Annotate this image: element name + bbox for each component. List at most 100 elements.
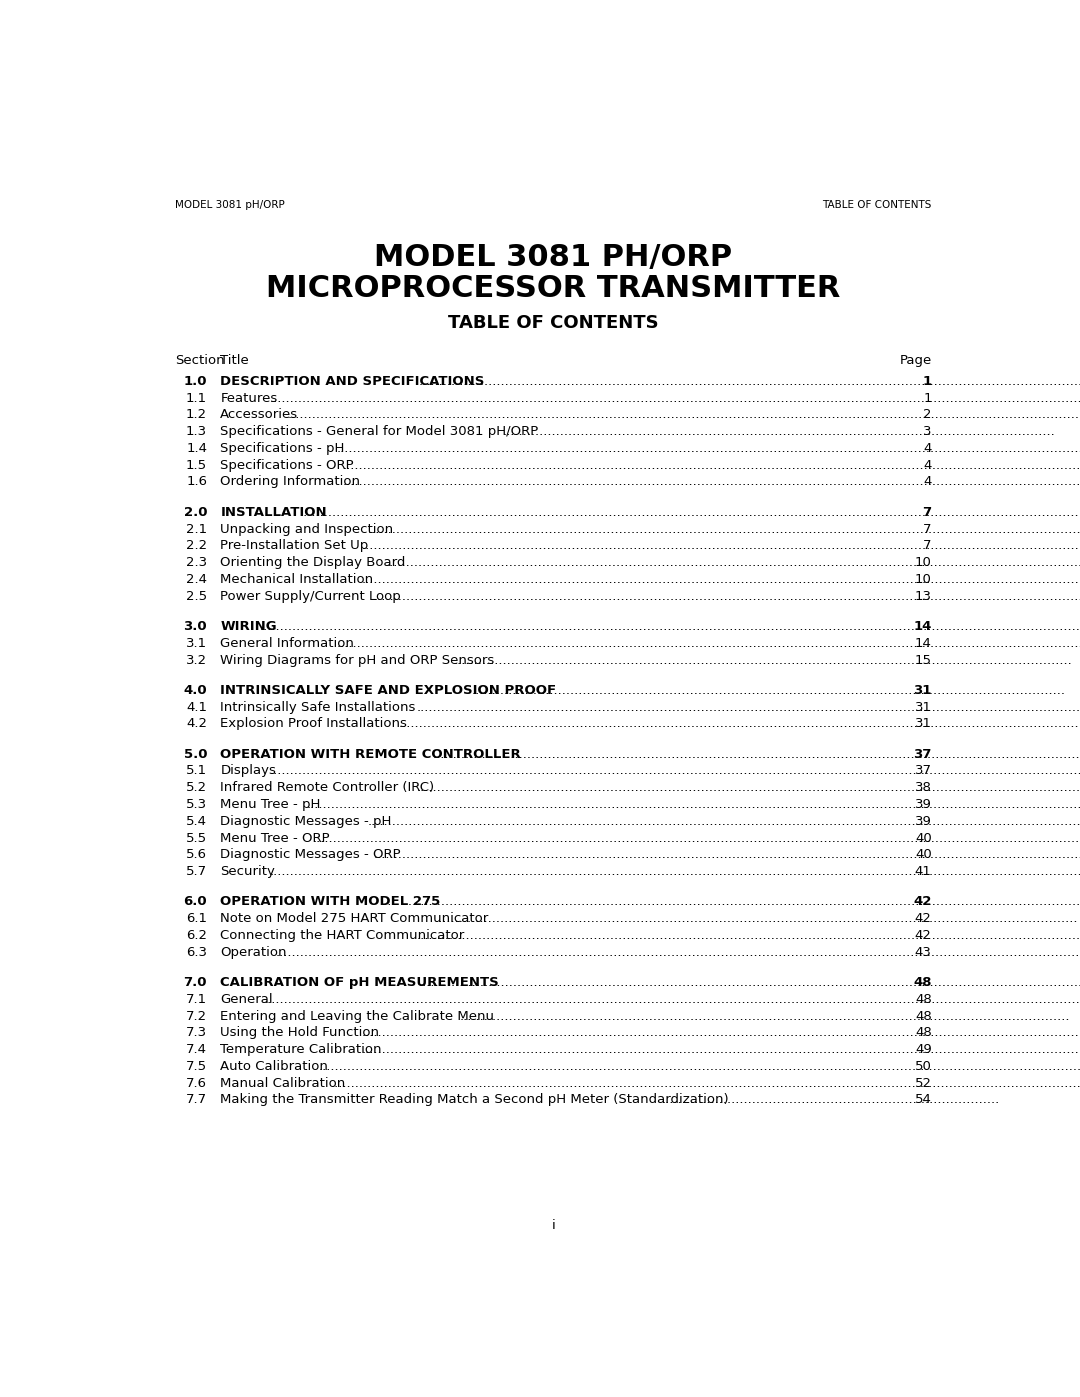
- Text: Accessories: Accessories: [220, 408, 298, 422]
- Text: 41: 41: [915, 865, 932, 879]
- Text: 7.0: 7.0: [184, 977, 207, 989]
- Text: 2.4: 2.4: [186, 573, 207, 585]
- Text: Diagnostic Messages - ORP: Diagnostic Messages - ORP: [220, 848, 401, 862]
- Text: 5.0: 5.0: [184, 747, 207, 760]
- Text: 42: 42: [915, 929, 932, 942]
- Text: 5.3: 5.3: [186, 798, 207, 812]
- Text: CALIBRATION OF pH MEASUREMENTS: CALIBRATION OF pH MEASUREMENTS: [220, 977, 499, 989]
- Text: ................................................................................: ........................................…: [386, 556, 1080, 569]
- Text: 10: 10: [915, 573, 932, 585]
- Text: 50: 50: [915, 1060, 932, 1073]
- Text: ................................................................................: ........................................…: [343, 475, 1080, 489]
- Text: 6.2: 6.2: [186, 929, 207, 942]
- Text: ................................................................................: ........................................…: [362, 539, 1080, 552]
- Text: ................................................................................: ........................................…: [312, 831, 1080, 845]
- Text: ................................................................................: ........................................…: [337, 441, 1080, 455]
- Text: 5.1: 5.1: [186, 764, 207, 777]
- Text: ................................................................................: ........................................…: [264, 993, 1080, 1006]
- Text: INTRINSICALLY SAFE AND EXPLOSION PROOF: INTRINSICALLY SAFE AND EXPLOSION PROOF: [220, 683, 556, 697]
- Text: 3.2: 3.2: [186, 654, 207, 666]
- Text: 7.1: 7.1: [186, 993, 207, 1006]
- Text: 3.1: 3.1: [186, 637, 207, 650]
- Text: 14: 14: [914, 620, 932, 633]
- Text: 2.0: 2.0: [184, 506, 207, 518]
- Text: 7.4: 7.4: [186, 1044, 207, 1056]
- Text: 4.1: 4.1: [186, 700, 207, 714]
- Text: OPERATION WITH MODEL 275: OPERATION WITH MODEL 275: [220, 895, 441, 908]
- Text: MICROPROCESSOR TRANSMITTER: MICROPROCESSOR TRANSMITTER: [267, 274, 840, 303]
- Text: ................................................................................: ........................................…: [435, 912, 1079, 925]
- Text: Manual Calibration: Manual Calibration: [220, 1077, 346, 1090]
- Text: ................................................................................: ........................................…: [417, 929, 1080, 942]
- Text: 5.6: 5.6: [186, 848, 207, 862]
- Text: OPERATION WITH REMOTE CONTROLLER: OPERATION WITH REMOTE CONTROLLER: [220, 747, 521, 760]
- Text: Auto Calibration: Auto Calibration: [220, 1060, 328, 1073]
- Text: i: i: [552, 1218, 555, 1232]
- Text: 3.0: 3.0: [184, 620, 207, 633]
- Text: 2.3: 2.3: [186, 556, 207, 569]
- Text: 1: 1: [922, 374, 932, 388]
- Text: ................................................................................: ........................................…: [343, 458, 1080, 472]
- Text: ................................................................................: ........................................…: [275, 946, 1080, 958]
- Text: 5.5: 5.5: [186, 831, 207, 845]
- Text: Features: Features: [220, 391, 278, 405]
- Text: Explosion Proof Installations: Explosion Proof Installations: [220, 717, 407, 731]
- Text: ................................................................................: ........................................…: [662, 1094, 1000, 1106]
- Text: 48: 48: [915, 993, 932, 1006]
- Text: ................................................................................: ........................................…: [432, 747, 1080, 760]
- Text: Specifications - pH: Specifications - pH: [220, 441, 345, 455]
- Text: 7.6: 7.6: [186, 1077, 207, 1090]
- Text: ................................................................................: ........................................…: [319, 1060, 1080, 1073]
- Text: Specifications - General for Model 3081 pH/ORP: Specifications - General for Model 3081 …: [220, 425, 539, 439]
- Text: 52: 52: [915, 1077, 932, 1090]
- Text: Diagnostic Messages - pH: Diagnostic Messages - pH: [220, 814, 392, 828]
- Text: 2: 2: [923, 408, 932, 422]
- Text: ................................................................................: ........................................…: [374, 590, 1080, 602]
- Text: ................................................................................: ........................................…: [269, 391, 1080, 405]
- Text: ................................................................................: ........................................…: [300, 506, 1080, 518]
- Text: 1.1: 1.1: [186, 391, 207, 405]
- Text: 14: 14: [915, 637, 932, 650]
- Text: 4.2: 4.2: [186, 717, 207, 731]
- Text: 31: 31: [914, 683, 932, 697]
- Text: 49: 49: [915, 1044, 932, 1056]
- Text: TABLE OF CONTENTS: TABLE OF CONTENTS: [448, 314, 659, 332]
- Text: 48: 48: [914, 977, 932, 989]
- Text: 7: 7: [922, 506, 932, 518]
- Text: General: General: [220, 993, 273, 1006]
- Text: General Information: General Information: [220, 637, 354, 650]
- Text: 7.5: 7.5: [186, 1060, 207, 1073]
- Text: Intrinsically Safe Installations: Intrinsically Safe Installations: [220, 700, 416, 714]
- Text: 48: 48: [915, 1027, 932, 1039]
- Text: 1.0: 1.0: [184, 374, 207, 388]
- Text: Temperature Calibration: Temperature Calibration: [220, 1044, 381, 1056]
- Text: Menu Tree - ORP: Menu Tree - ORP: [220, 831, 329, 845]
- Text: 37: 37: [914, 747, 932, 760]
- Text: Connecting the HART Communicator: Connecting the HART Communicator: [220, 929, 464, 942]
- Text: ................................................................................: ........................................…: [362, 1027, 1080, 1039]
- Text: 15: 15: [915, 654, 932, 666]
- Text: 2.1: 2.1: [186, 522, 207, 535]
- Text: ................................................................................: ........................................…: [306, 798, 1080, 812]
- Text: Using the Hold Function: Using the Hold Function: [220, 1027, 379, 1039]
- Text: WIRING: WIRING: [220, 620, 276, 633]
- Text: Specifications - ORP: Specifications - ORP: [220, 458, 354, 472]
- Text: 31: 31: [915, 717, 932, 731]
- Text: ................................................................................: ........................................…: [472, 683, 1066, 697]
- Text: ................................................................................: ........................................…: [269, 865, 1080, 879]
- Text: Displays: Displays: [220, 764, 276, 777]
- Text: Entering and Leaving the Calibrate Menu: Entering and Leaving the Calibrate Menu: [220, 1010, 495, 1023]
- Text: Page: Page: [900, 353, 932, 367]
- Text: 4: 4: [923, 458, 932, 472]
- Text: 10: 10: [915, 556, 932, 569]
- Text: ................................................................................: ........................................…: [330, 1077, 1080, 1090]
- Text: 39: 39: [915, 814, 932, 828]
- Text: Orienting the Display Board: Orienting the Display Board: [220, 556, 406, 569]
- Text: 7.2: 7.2: [186, 1010, 207, 1023]
- Text: DESCRIPTION AND SPECIFICATIONS: DESCRIPTION AND SPECIFICATIONS: [220, 374, 485, 388]
- Text: MODEL 3081 PH/ORP: MODEL 3081 PH/ORP: [375, 243, 732, 272]
- Text: Power Supply/Current Loop: Power Supply/Current Loop: [220, 590, 401, 602]
- Text: ................................................................................: ........................................…: [362, 1044, 1080, 1056]
- Text: Mechanical Installation: Mechanical Installation: [220, 573, 374, 585]
- Text: Making the Transmitter Reading Match a Second pH Meter (Standardization): Making the Transmitter Reading Match a S…: [220, 1094, 729, 1106]
